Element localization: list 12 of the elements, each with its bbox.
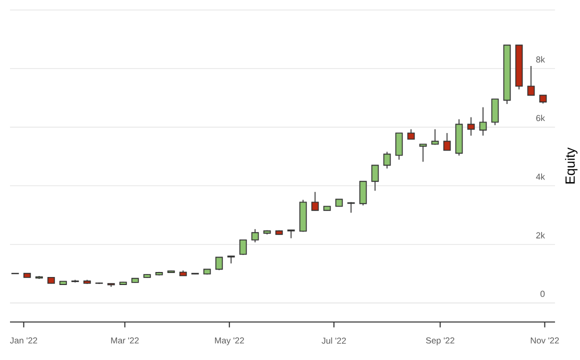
x-tick-label: May '22 [215,337,244,346]
x-tick-label: Nov '22 [530,337,559,344]
y-tick-label: 6k [536,114,545,122]
y-tick-label: 2k [536,232,545,238]
x-tick-label: Jan '22 [10,337,38,344]
y-tick-label: 4k [536,173,545,180]
x-tick-label: Jul '22 [322,337,346,344]
x-tick-label: Mar '22 [111,337,139,344]
x-tick-label: Sep '22 [426,337,454,346]
y-tick-label: 8k [536,56,545,63]
y-axis-title: Equity [565,147,578,184]
y-tick-label: 0 [540,290,545,297]
